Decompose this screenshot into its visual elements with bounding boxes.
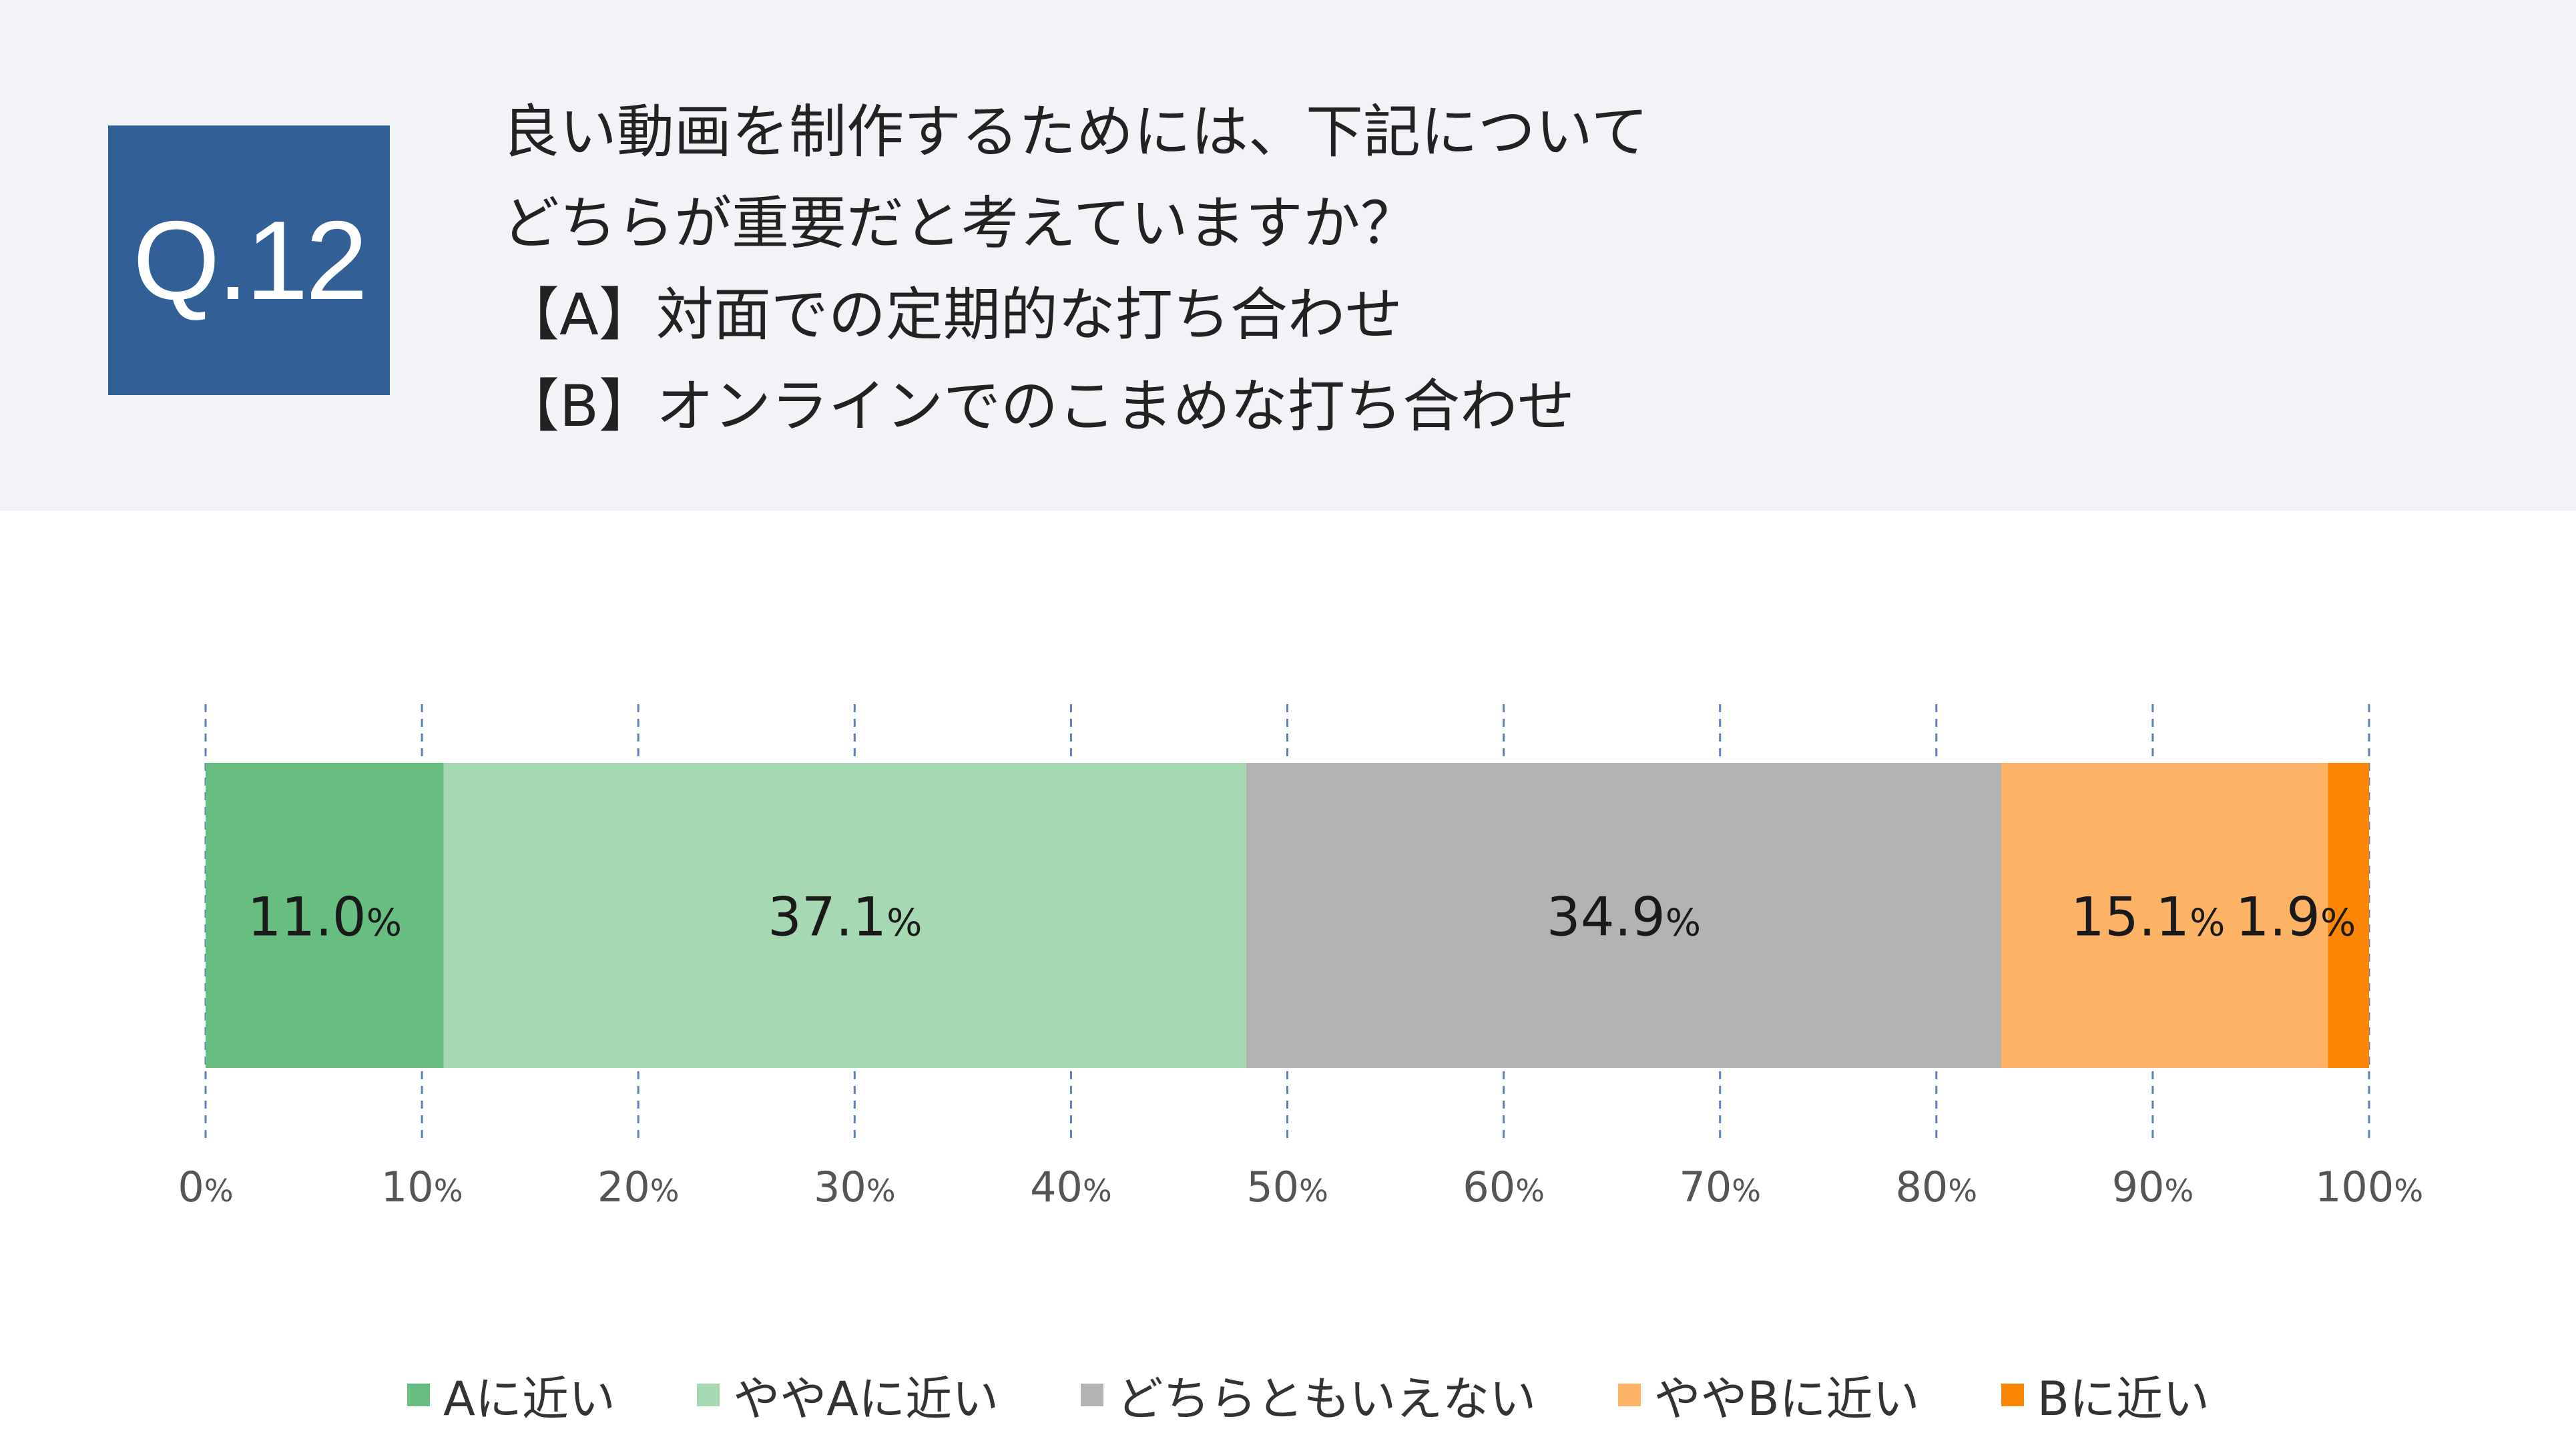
legend-item: Bに近い [2001,1362,2210,1429]
legend-label: Aに近い [443,1371,615,1426]
bar-segment [2001,763,2328,1068]
question-number: Q.12 [132,197,368,323]
bar-value-label: 11.0% [248,886,402,948]
x-tick-label: 10% [381,1163,463,1211]
x-tick-label: 30% [814,1163,896,1211]
x-tick-label: 60% [1463,1163,1545,1211]
x-tick-label: 70% [1679,1163,1761,1211]
stacked-bar-chart: 11.0% 37.1% 34.9% 15.1% 1.9% 0% 10% 20% 30% 40% 5… [178,704,2423,1211]
legend-swatch [1617,1384,1641,1406]
bar-segment [1246,763,2002,1068]
legend-swatch [2001,1384,2024,1406]
x-tick-label: 20% [597,1163,680,1211]
question-option-a: 【A】対面での定期的な打ち合わせ [502,282,1402,348]
x-axis-ticks: 0% 10% 20% 30% 40% 50% 60% 70% 80% 90% 100% [178,1163,2423,1211]
question-option-b: 【B】オンラインでのこまめな打ち合わせ [502,373,1575,440]
x-tick-label: 40% [1030,1163,1112,1211]
data-labels: 11.0% 37.1% 34.9% 15.1% 1.9% [248,886,2356,948]
legend-label: ややBに近い [1653,1371,1920,1426]
legend-label: Bに近い [2037,1371,2210,1426]
question-header: Q.12 良い動画を制作するためには、下記について どちらが重要だと考えています… [0,0,2576,511]
x-tick-label: 50% [1246,1163,1328,1211]
question-line-1: 良い動画を制作するためには、下記について [502,99,1649,166]
legend-item: ややAに近い [697,1362,999,1429]
question-text: 良い動画を制作するためには、下記について どちらが重要だと考えていますか？ 【A… [502,87,1648,453]
legend-item: Aに近い [407,1362,615,1429]
x-tick-label: 0% [178,1163,233,1211]
legend-swatch [1080,1384,1103,1406]
stacked-bar [206,763,2369,1068]
legend-label: どちらともいえない [1116,1371,1537,1426]
chart-legend: Aに近い ややAに近い どちらともいえない ややBに近い Bに近い [407,1362,2210,1428]
legend-item: どちらともいえない [1080,1362,1537,1429]
legend-label: ややAに近い [733,1371,999,1426]
legend-item: ややBに近い [1617,1362,1920,1429]
bar-value-label: 34.9% [1547,886,1701,948]
legend-swatch [407,1384,430,1406]
x-tick-label: 80% [1895,1163,1977,1211]
bar-segment [443,763,1246,1068]
x-tick-label: 90% [2112,1163,2194,1211]
question-line-2: どちらが重要だと考えていますか？ [502,190,1418,257]
x-tick-label: 100% [2315,1163,2423,1211]
bar-segment [206,763,444,1068]
legend-swatch [697,1384,720,1406]
bar-value-label: 15.1% [2071,886,2225,948]
bar-value-label: 1.9% [2236,886,2356,948]
bar-value-label: 37.1% [768,886,922,948]
bar-segment [2328,763,2369,1068]
question-number-badge: Q.12 [108,125,390,395]
